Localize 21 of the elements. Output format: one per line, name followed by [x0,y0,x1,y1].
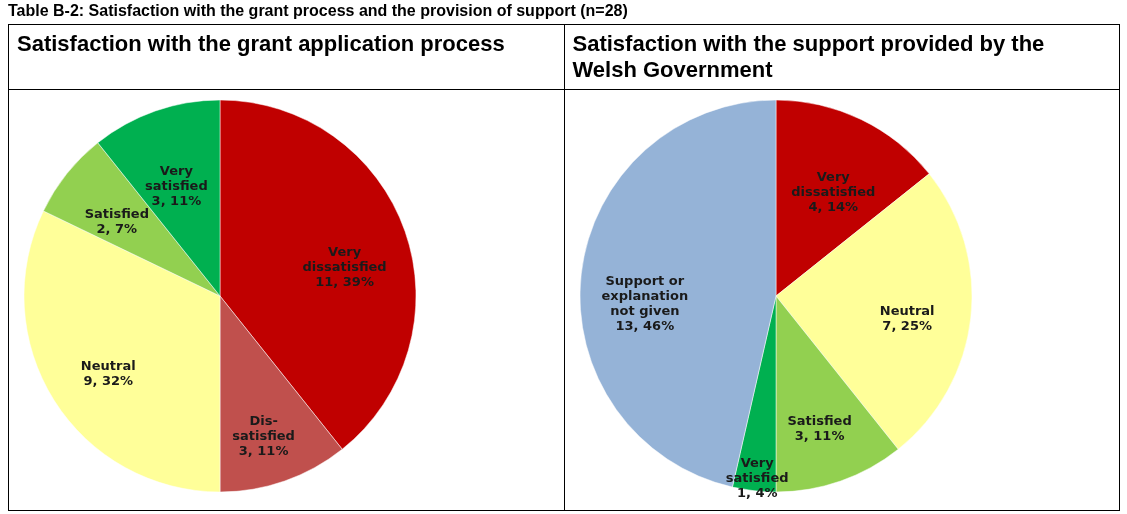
slice-label: Dis- satisfied [232,412,295,443]
slice-label: Satisfied [786,412,852,428]
data-label: 3, 11% [151,193,202,209]
slice-label: Very dissatisfied [302,244,387,275]
chart-title: Satisfaction with the support provided by the Welsh Government [564,24,1120,90]
slice-label: Neutral [80,358,136,374]
text: Table B-2: Satisfaction with the grant process and the provision of support (n=28) [7,1,629,21]
data-label: 2, 7% [96,220,138,236]
data-label: 9, 32% [83,373,134,389]
data-label: 3, 11% [238,442,289,458]
data-label: 11, 39% [315,274,374,290]
chart-title: Satisfaction with the grant application process [8,24,564,90]
slice-label: Satisfied [84,205,149,221]
slice-label: Very satisfied [145,163,208,194]
slice-label: Neutral [879,302,935,318]
data-label: 7, 25% [881,317,932,333]
data-label: 3, 11% [794,427,844,443]
slice-label: Very dissatisfied [790,169,875,200]
data-label: 4, 14% [807,199,858,215]
slice-label: Support or explanation not given [601,273,688,319]
data-label: 13, 46% [614,318,674,334]
